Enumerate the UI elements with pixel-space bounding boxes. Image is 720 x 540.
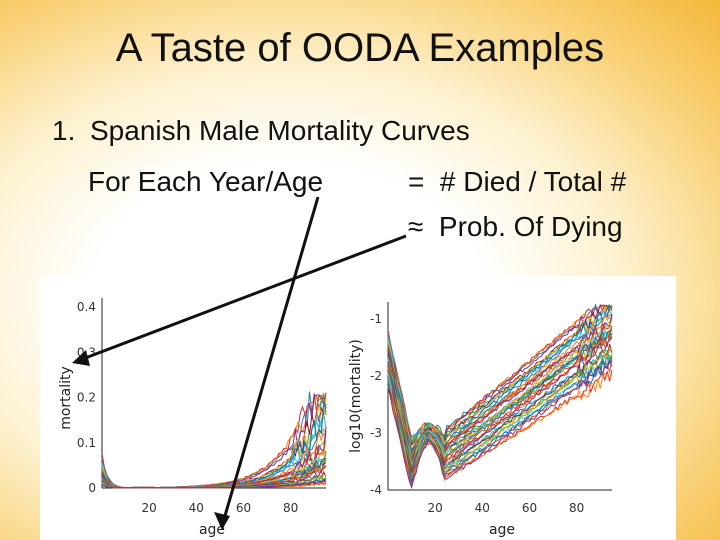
arrow-mortality-head bbox=[72, 350, 90, 366]
right-x-tick-label: 40 bbox=[475, 501, 490, 515]
left-x-tick-label: 60 bbox=[236, 501, 251, 515]
left-x-label: age bbox=[199, 522, 225, 538]
right-y-tick-label: -3 bbox=[370, 426, 382, 440]
right-series-line bbox=[387, 372, 613, 489]
list-item-number: 1. bbox=[52, 115, 76, 146]
right-y-tick-label: -2 bbox=[370, 369, 382, 383]
right-y-label: log10(mortality) bbox=[348, 339, 364, 453]
chart-panel bbox=[40, 276, 676, 540]
right-y-tick-label: -1 bbox=[370, 312, 382, 326]
arrow-age-head bbox=[214, 512, 230, 530]
right-x-tick-label: 80 bbox=[569, 501, 584, 515]
left-y-tick-label: 0.4 bbox=[77, 300, 96, 314]
right-plot: -1 -2 -3 -4 20 40 60 80 age log10(mortality) bbox=[348, 302, 613, 538]
definition-equals: = # Died / Total # bbox=[408, 166, 627, 197]
slide-title: A Taste of OODA Examples bbox=[115, 26, 605, 70]
definition-approx: ≈ Prob. Of Dying bbox=[408, 211, 623, 242]
right-x-tick-label: 60 bbox=[522, 501, 537, 515]
left-series-line bbox=[101, 479, 327, 489]
right-x-label: age bbox=[489, 522, 515, 538]
arrow-age bbox=[220, 196, 320, 527]
right-x-tick-label: 20 bbox=[428, 501, 443, 515]
list-item-heading: 1. Spanish Male Mortality Curves bbox=[52, 115, 470, 147]
list-item-text: Spanish Male Mortality Curves bbox=[90, 115, 470, 146]
left-y-tick-label: 0 bbox=[88, 481, 96, 495]
right-series-line bbox=[387, 343, 613, 481]
left-y-label: mortality bbox=[58, 366, 74, 430]
annotation-arrows bbox=[72, 196, 407, 530]
right-series-line bbox=[387, 358, 613, 487]
left-y-tick-label: 0.1 bbox=[77, 436, 96, 450]
left-x-tick-label: 20 bbox=[142, 501, 157, 515]
left-x-tick-label: 80 bbox=[283, 501, 298, 515]
right-series-line bbox=[387, 303, 613, 443]
left-y-tick-label: 0.2 bbox=[77, 391, 96, 405]
arrow-mortality bbox=[79, 234, 407, 362]
right-series-line bbox=[387, 359, 613, 489]
right-series-line bbox=[387, 304, 613, 446]
for-each-label: For Each Year/Age bbox=[88, 166, 324, 197]
right-y-tick-label: -4 bbox=[370, 483, 382, 497]
left-x-tick-label: 40 bbox=[189, 501, 204, 515]
